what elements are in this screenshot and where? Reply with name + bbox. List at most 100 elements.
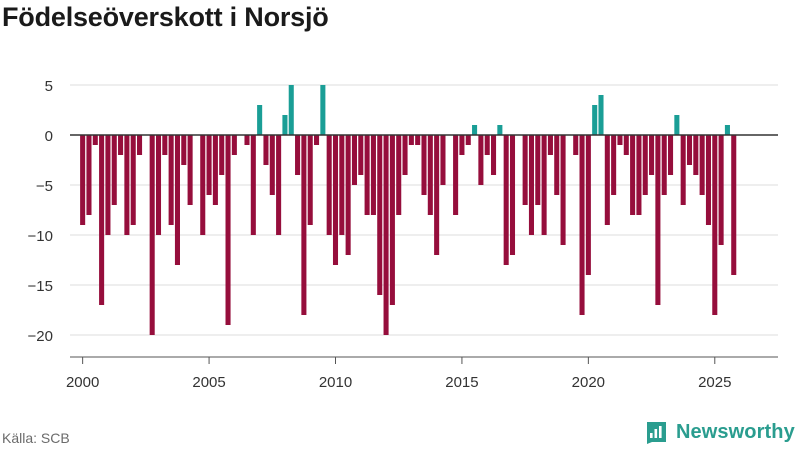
bar [332, 135, 339, 265]
bar [187, 135, 193, 205]
x-tick-label: 2005 [192, 374, 225, 391]
bar [408, 135, 414, 145]
bar [649, 135, 655, 175]
bar [320, 85, 326, 135]
bar [668, 135, 674, 175]
bar [718, 135, 724, 245]
bar [459, 135, 465, 155]
bar [592, 105, 598, 135]
bar [693, 135, 699, 175]
bar [535, 135, 541, 205]
bar [617, 135, 623, 145]
bar [351, 135, 357, 185]
x-tick-label: 2000 [66, 374, 99, 391]
bar [263, 135, 269, 165]
bar [674, 115, 680, 135]
bar [680, 135, 686, 205]
bar [257, 105, 263, 135]
bar [509, 135, 516, 255]
bar [105, 135, 111, 235]
bar [370, 135, 376, 215]
bar [345, 135, 351, 255]
bar [326, 135, 332, 235]
bar [377, 135, 383, 295]
x-axis: 2000 2005 2010 2015 2020 2025 [66, 356, 778, 391]
bar [219, 135, 225, 175]
bar [269, 135, 275, 195]
bar [244, 135, 250, 145]
x-tick-label: 2010 [319, 374, 352, 391]
bar [705, 135, 711, 225]
bar [724, 125, 730, 135]
bar [130, 135, 136, 225]
y-tick-label: −5 [36, 178, 53, 195]
x-tick-label: 2020 [572, 374, 605, 391]
bar [604, 135, 610, 225]
bar [434, 135, 440, 255]
bar [465, 135, 471, 145]
bar [478, 135, 484, 185]
bar [111, 135, 117, 205]
bar [314, 135, 320, 145]
bar [402, 135, 408, 175]
bar [598, 95, 604, 135]
bar [168, 135, 174, 225]
bar [484, 135, 490, 155]
bar [307, 135, 313, 225]
bar [99, 135, 105, 305]
y-tick-label: −20 [28, 328, 53, 345]
bar [118, 135, 124, 155]
bar [124, 135, 130, 235]
bar [86, 135, 92, 215]
bar [427, 135, 433, 215]
bar [396, 135, 402, 215]
bar [174, 135, 180, 265]
brand-name: Newsworthy [676, 420, 795, 443]
bar [547, 135, 553, 155]
bar [358, 135, 364, 175]
bar [383, 135, 389, 335]
bar [162, 135, 168, 155]
source-label: Källa: SCB [2, 430, 70, 446]
bar [288, 85, 294, 135]
bar [149, 135, 155, 335]
bar [712, 135, 718, 315]
bar [92, 135, 98, 145]
bar [364, 135, 370, 215]
bar [339, 135, 345, 235]
bar [212, 135, 218, 205]
bar [295, 135, 301, 175]
bar [503, 135, 509, 265]
brand: Newsworthy [644, 420, 795, 444]
x-tick-label: 2015 [445, 374, 478, 391]
bar [731, 135, 737, 275]
bar [560, 135, 566, 245]
bar [579, 135, 585, 315]
bar [554, 135, 560, 195]
bar [472, 125, 478, 135]
bar [282, 115, 288, 135]
bar [611, 135, 617, 195]
bar [206, 135, 212, 195]
bar [225, 135, 231, 325]
bar [497, 125, 503, 135]
bar [686, 135, 693, 165]
y-tick-label: 0 [45, 128, 53, 145]
bar [200, 135, 206, 235]
bar [541, 135, 547, 235]
newsworthy-logo-icon [646, 422, 666, 444]
bar [415, 135, 421, 145]
bar [80, 135, 86, 225]
bar [661, 135, 667, 195]
y-tick-label: −10 [28, 228, 53, 245]
y-tick-label: 5 [45, 78, 53, 95]
bar [623, 135, 629, 155]
bar [585, 135, 591, 275]
bar [181, 135, 187, 165]
bar [440, 135, 446, 185]
bar [231, 135, 237, 155]
y-tick-label: −15 [28, 278, 53, 295]
bar [636, 135, 642, 215]
bar [301, 135, 307, 315]
